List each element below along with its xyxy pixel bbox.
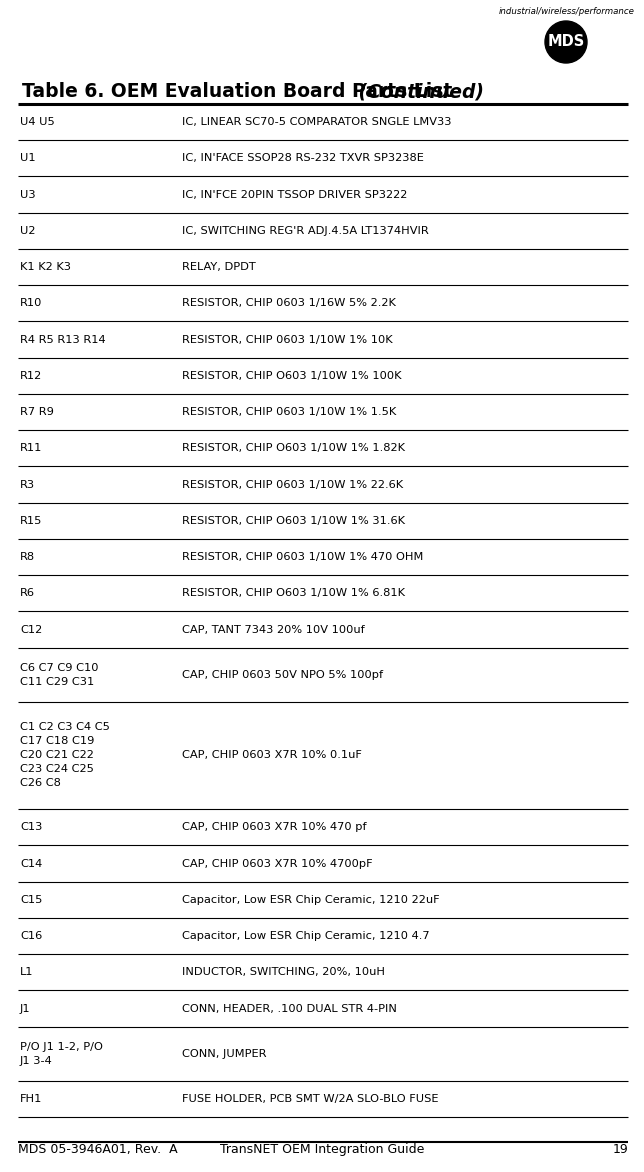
Text: CAP, CHIP 0603 50V NPO 5% 100pf: CAP, CHIP 0603 50V NPO 5% 100pf [182,669,383,680]
Text: RESISTOR, CHIP 0603 1/10W 1% 22.6K: RESISTOR, CHIP 0603 1/10W 1% 22.6K [182,479,403,490]
Text: R3: R3 [20,479,35,490]
Text: L1: L1 [20,967,33,977]
Text: RESISTOR, CHIP 0603 1/16W 5% 2.2K: RESISTOR, CHIP 0603 1/16W 5% 2.2K [182,299,396,308]
Text: CAP, CHIP 0603 X7R 10% 0.1uF: CAP, CHIP 0603 X7R 10% 0.1uF [182,750,362,761]
Text: K1 K2 K3: K1 K2 K3 [20,263,71,272]
Text: R10: R10 [20,299,43,308]
Text: C6 C7 C9 C10
C11 C29 C31: C6 C7 C9 C10 C11 C29 C31 [20,662,99,687]
Text: IC, SWITCHING REG'R ADJ.4.5A LT1374HVIR: IC, SWITCHING REG'R ADJ.4.5A LT1374HVIR [182,226,429,236]
Text: U1: U1 [20,154,35,163]
Text: Table 6. OEM Evaluation Board Parts List: Table 6. OEM Evaluation Board Parts List [22,82,452,101]
Text: industrial/wireless/performance: industrial/wireless/performance [499,7,635,16]
Text: INDUCTOR, SWITCHING, 20%, 10uH: INDUCTOR, SWITCHING, 20%, 10uH [182,967,385,977]
Text: C12: C12 [20,625,43,634]
Text: U4 U5: U4 U5 [20,117,55,127]
Text: C13: C13 [20,823,43,832]
Text: C14: C14 [20,859,43,868]
Text: 19: 19 [612,1143,628,1156]
Text: RESISTOR, CHIP 0603 1/10W 1% 1.5K: RESISTOR, CHIP 0603 1/10W 1% 1.5K [182,407,396,417]
Text: CONN, JUMPER: CONN, JUMPER [182,1049,267,1058]
Text: P/O J1 1-2, P/O
J1 3-4: P/O J1 1-2, P/O J1 3-4 [20,1042,103,1065]
Text: RELAY, DPDT: RELAY, DPDT [182,263,256,272]
Text: C15: C15 [20,895,43,905]
Text: (Continued): (Continued) [352,82,484,101]
Text: RESISTOR, CHIP 0603 1/10W 1% 470 OHM: RESISTOR, CHIP 0603 1/10W 1% 470 OHM [182,552,423,563]
Text: C16: C16 [20,931,43,941]
Text: CAP, CHIP 0603 X7R 10% 4700pF: CAP, CHIP 0603 X7R 10% 4700pF [182,859,373,868]
Text: IC, IN'FCE 20PIN TSSOP DRIVER SP3222: IC, IN'FCE 20PIN TSSOP DRIVER SP3222 [182,190,408,199]
Text: CAP, CHIP 0603 X7R 10% 470 pf: CAP, CHIP 0603 X7R 10% 470 pf [182,823,366,832]
Text: RESISTOR, CHIP O603 1/10W 1% 6.81K: RESISTOR, CHIP O603 1/10W 1% 6.81K [182,588,405,599]
Text: R8: R8 [20,552,35,563]
Text: J1: J1 [20,1003,31,1014]
Text: U3: U3 [20,190,35,199]
Text: R6: R6 [20,588,35,599]
Text: CAP, TANT 7343 20% 10V 100uf: CAP, TANT 7343 20% 10V 100uf [182,625,365,634]
Text: MDS: MDS [547,34,585,49]
Text: R15: R15 [20,516,43,526]
Circle shape [545,21,587,63]
Text: U2: U2 [20,226,35,236]
Text: RESISTOR, CHIP 0603 1/10W 1% 10K: RESISTOR, CHIP 0603 1/10W 1% 10K [182,335,393,345]
Text: MDS 05-3946A01, Rev.  A: MDS 05-3946A01, Rev. A [18,1143,178,1156]
Text: R11: R11 [20,443,43,454]
Text: IC, IN'FACE SSOP28 RS-232 TXVR SP3238E: IC, IN'FACE SSOP28 RS-232 TXVR SP3238E [182,154,424,163]
Text: FH1: FH1 [20,1093,43,1104]
Text: Capacitor, Low ESR Chip Ceramic, 1210 4.7: Capacitor, Low ESR Chip Ceramic, 1210 4.… [182,931,430,941]
Text: R4 R5 R13 R14: R4 R5 R13 R14 [20,335,106,345]
Text: FUSE HOLDER, PCB SMT W/2A SLO-BLO FUSE: FUSE HOLDER, PCB SMT W/2A SLO-BLO FUSE [182,1093,439,1104]
Text: Capacitor, Low ESR Chip Ceramic, 1210 22uF: Capacitor, Low ESR Chip Ceramic, 1210 22… [182,895,440,905]
Text: RESISTOR, CHIP O603 1/10W 1% 31.6K: RESISTOR, CHIP O603 1/10W 1% 31.6K [182,516,405,526]
Text: R7 R9: R7 R9 [20,407,54,417]
Text: CONN, HEADER, .100 DUAL STR 4-PIN: CONN, HEADER, .100 DUAL STR 4-PIN [182,1003,397,1014]
Text: RESISTOR, CHIP O603 1/10W 1% 100K: RESISTOR, CHIP O603 1/10W 1% 100K [182,370,401,381]
Text: IC, LINEAR SC70-5 COMPARATOR SNGLE LMV33: IC, LINEAR SC70-5 COMPARATOR SNGLE LMV33 [182,117,451,127]
Text: R12: R12 [20,370,43,381]
Text: TransNET OEM Integration Guide: TransNET OEM Integration Guide [220,1143,424,1156]
Text: RESISTOR, CHIP O603 1/10W 1% 1.82K: RESISTOR, CHIP O603 1/10W 1% 1.82K [182,443,405,454]
Text: C1 C2 C3 C4 C5
C17 C18 C19
C20 C21 C22
C23 C24 C25
C26 C8: C1 C2 C3 C4 C5 C17 C18 C19 C20 C21 C22 C… [20,722,110,789]
